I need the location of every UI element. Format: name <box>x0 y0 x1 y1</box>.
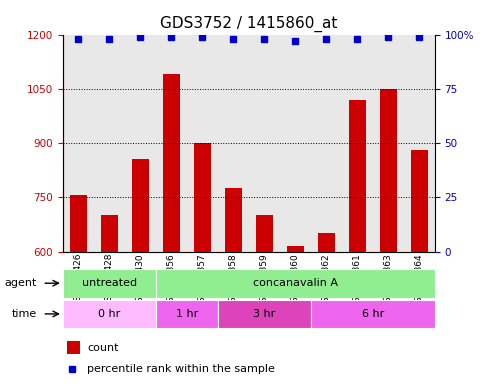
Text: time: time <box>12 309 37 319</box>
Bar <box>280 35 311 252</box>
Text: percentile rank within the sample: percentile rank within the sample <box>87 364 275 374</box>
Bar <box>256 215 273 384</box>
Text: count: count <box>87 343 118 353</box>
Bar <box>156 35 187 252</box>
Text: 6 hr: 6 hr <box>362 309 384 319</box>
Bar <box>156 300 218 328</box>
Bar <box>187 35 218 252</box>
Text: untreated: untreated <box>82 278 137 288</box>
Text: 0 hr: 0 hr <box>98 309 120 319</box>
Bar <box>249 35 280 252</box>
Bar <box>163 74 180 384</box>
Text: 1 hr: 1 hr <box>176 309 198 319</box>
Bar <box>287 246 304 384</box>
Bar <box>380 89 397 384</box>
Bar <box>63 269 156 298</box>
Bar <box>70 195 87 384</box>
Bar <box>311 300 435 328</box>
Text: concanavalin A: concanavalin A <box>253 278 338 288</box>
Bar <box>94 35 125 252</box>
Bar <box>318 233 335 384</box>
Bar <box>63 300 156 328</box>
Bar <box>194 143 211 384</box>
Bar <box>101 215 118 384</box>
Bar <box>125 35 156 252</box>
Text: 3 hr: 3 hr <box>253 309 275 319</box>
Bar <box>311 35 342 252</box>
Bar <box>411 150 428 384</box>
Bar <box>67 341 80 354</box>
Bar <box>349 100 366 384</box>
Bar <box>132 159 149 384</box>
Bar <box>342 35 373 252</box>
Bar <box>63 35 94 252</box>
Title: GDS3752 / 1415860_at: GDS3752 / 1415860_at <box>160 16 338 32</box>
Bar <box>225 188 242 384</box>
Text: agent: agent <box>4 278 37 288</box>
Bar <box>218 35 249 252</box>
Bar <box>156 269 435 298</box>
Bar <box>218 300 311 328</box>
Bar <box>404 35 435 252</box>
Bar <box>373 35 404 252</box>
